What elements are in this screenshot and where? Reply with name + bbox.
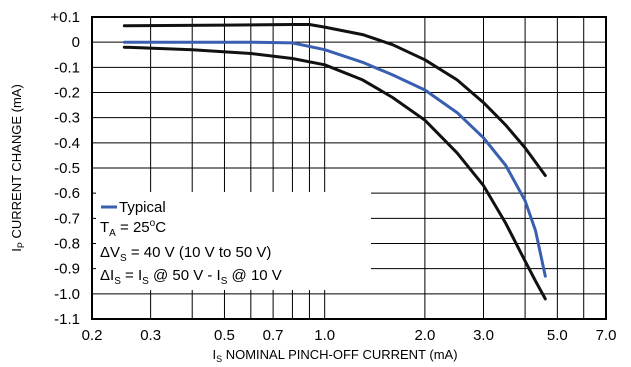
x-tick-label: 7.0 [596, 327, 617, 344]
y-tick-label: -0.8 [54, 236, 80, 253]
y-tick-label: -0.5 [54, 160, 80, 177]
series-limit-1 [122, 23, 547, 177]
y-tick-label: -0.4 [54, 135, 80, 152]
x-tick-labels: 0.2 0.3 0.5 0.7 1.0 2.0 3.0 5.0 7.0 [82, 327, 617, 344]
y-tick-label: -1.1 [54, 311, 80, 328]
series-layer [122, 23, 547, 301]
series-typical [122, 40, 547, 278]
y-tick-label: -0.9 [54, 261, 80, 278]
legend-label-typical: Typical [119, 199, 166, 216]
x-tick-label: 0.2 [82, 327, 103, 344]
y-tick-label: 0 [72, 34, 80, 51]
legend-delta-is: ΔIS = IS @ 50 V - IS @ 10 V [100, 267, 282, 287]
y-tick-label: -1.0 [54, 286, 80, 303]
x-tick-label: 0.5 [214, 327, 235, 344]
legend-delta-vs: ΔVS = 40 V (10 V to 50 V) [100, 244, 271, 264]
y-axis-title: IP CURRENT CHANGE (mA) [9, 84, 26, 252]
y-tick-label: -0.1 [54, 59, 80, 76]
x-tick-label: 0.3 [140, 327, 161, 344]
y-tick-label: -0.6 [54, 185, 80, 202]
series-limit-2 [122, 45, 547, 301]
y-tick-label: -0.7 [54, 210, 80, 227]
x-axis-title: IS NOMINAL PINCH-OFF CURRENT (mA) [212, 347, 457, 364]
x-tick-label: 3.0 [473, 327, 494, 344]
legend-temperature: TA = 25oC [100, 218, 166, 239]
y-tick-label: -0.3 [54, 110, 80, 127]
x-tick-label: 2.0 [414, 327, 435, 344]
x-tick-label: 0.7 [263, 327, 284, 344]
x-tick-label: 1.0 [314, 327, 335, 344]
y-tick-labels: +0.1 0 -0.1 -0.2 -0.3 -0.4 -0.5 -0.6 -0.7 -0.8 -0.… [50, 9, 80, 328]
y-tick-label: -0.2 [54, 85, 80, 102]
legend: Typical TA = 25oC ΔVS = 40 V (10 V to 50… [96, 192, 371, 290]
x-tick-label: 5.0 [547, 327, 568, 344]
y-tick-label: +0.1 [50, 9, 80, 26]
legend-background [96, 192, 371, 290]
plot-frame [91, 16, 607, 320]
